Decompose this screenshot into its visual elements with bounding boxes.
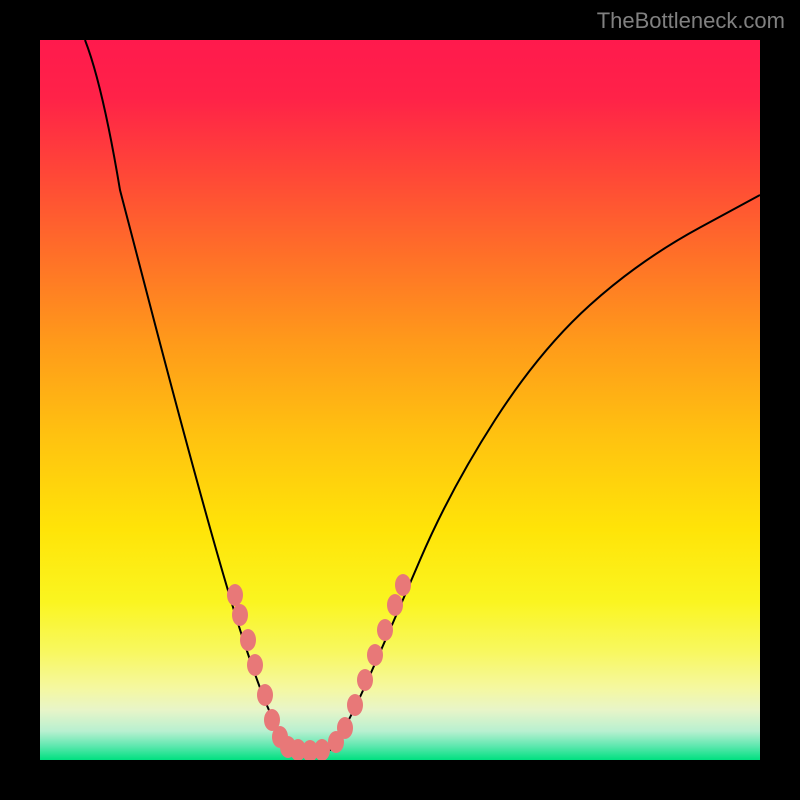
data-marker — [395, 574, 411, 596]
data-marker — [377, 619, 393, 641]
watermark-text: TheBottleneck.com — [597, 8, 785, 34]
data-markers — [227, 574, 411, 760]
data-marker — [227, 584, 243, 606]
data-marker — [247, 654, 263, 676]
data-marker — [314, 739, 330, 760]
data-marker — [357, 669, 373, 691]
curve-overlay — [40, 40, 760, 760]
bottleneck-curve — [85, 40, 760, 752]
data-marker — [337, 717, 353, 739]
data-marker — [347, 694, 363, 716]
data-marker — [367, 644, 383, 666]
data-marker — [240, 629, 256, 651]
data-marker — [387, 594, 403, 616]
chart-plot-area — [40, 40, 760, 760]
data-marker — [257, 684, 273, 706]
data-marker — [232, 604, 248, 626]
